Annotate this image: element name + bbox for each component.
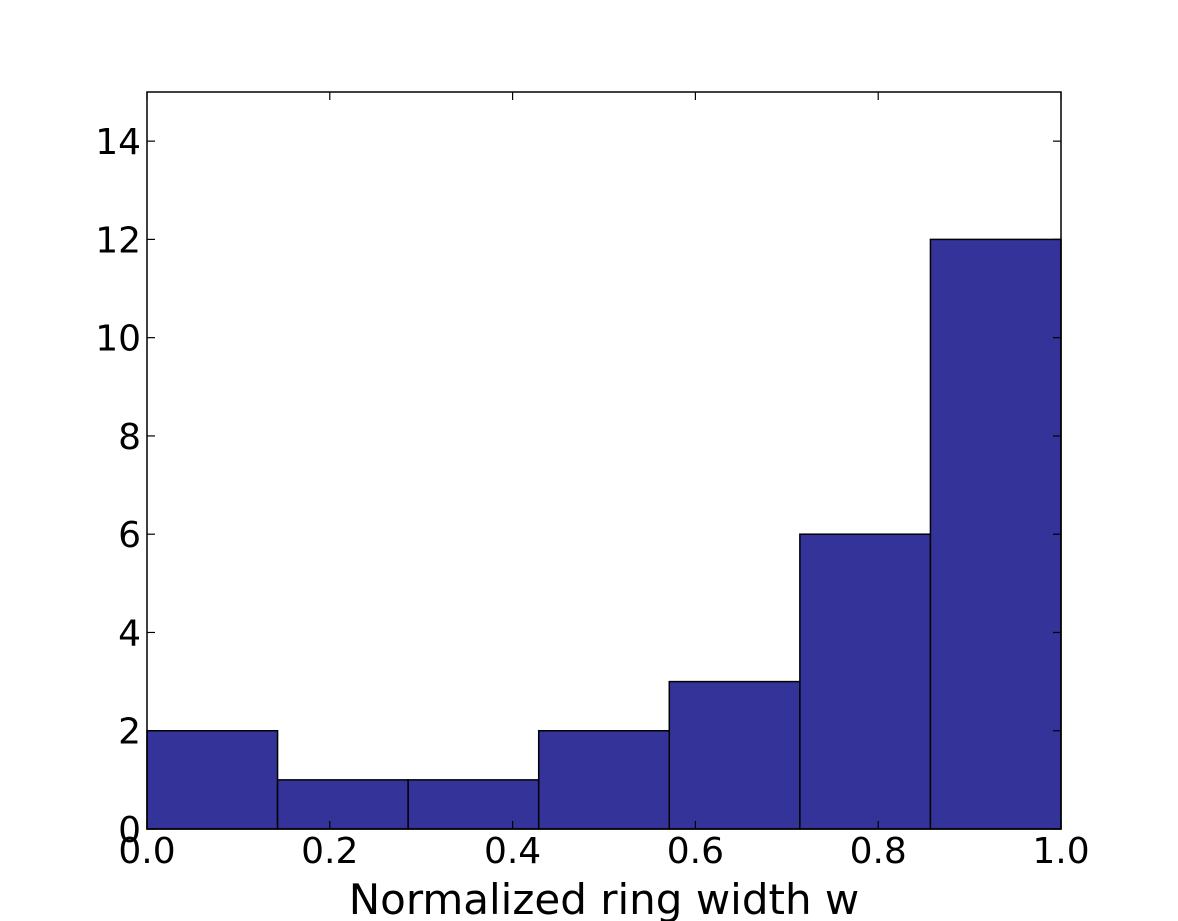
y-tick-labels: 0 2 4 6 8 10 12 14 — [95, 122, 141, 851]
histogram-bar-2 — [407, 779, 540, 830]
x-tick-labels: 0.0 0.2 0.4 0.6 0.8 1.0 — [118, 831, 1089, 872]
x-tick-label-5: 1.0 — [1032, 831, 1089, 872]
histogram-bar-1 — [276, 779, 409, 830]
histogram-bar-3 — [537, 729, 671, 830]
y-tick-label-5: 10 — [95, 319, 141, 360]
y-tick-label-1: 2 — [118, 712, 141, 753]
y-tick-label-2: 4 — [118, 613, 141, 654]
ticks-group — [146, 92, 1062, 830]
x-tick-label-1: 0.2 — [301, 831, 358, 872]
x-axis-label: Normalized ring width w — [349, 875, 860, 921]
histogram-bar-6 — [929, 238, 1062, 830]
plot-frame — [146, 91, 1062, 830]
histogram-bar-5 — [799, 533, 932, 830]
y-tick-label-0: 0 — [118, 810, 141, 851]
x-tick-label-3: 0.6 — [667, 831, 724, 872]
x-tick-label-0: 0.0 — [118, 831, 175, 872]
bars-group — [146, 238, 1062, 830]
y-tick-label-7: 14 — [95, 122, 141, 163]
histogram-bar-0 — [146, 729, 279, 830]
x-tick-label-2: 0.4 — [484, 831, 541, 872]
y-tick-label-4: 8 — [118, 417, 141, 458]
y-tick-label-3: 6 — [118, 515, 141, 556]
x-tick-label-4: 0.8 — [850, 831, 907, 872]
y-tick-label-6: 12 — [95, 220, 141, 261]
histogram-bar-4 — [668, 680, 801, 830]
